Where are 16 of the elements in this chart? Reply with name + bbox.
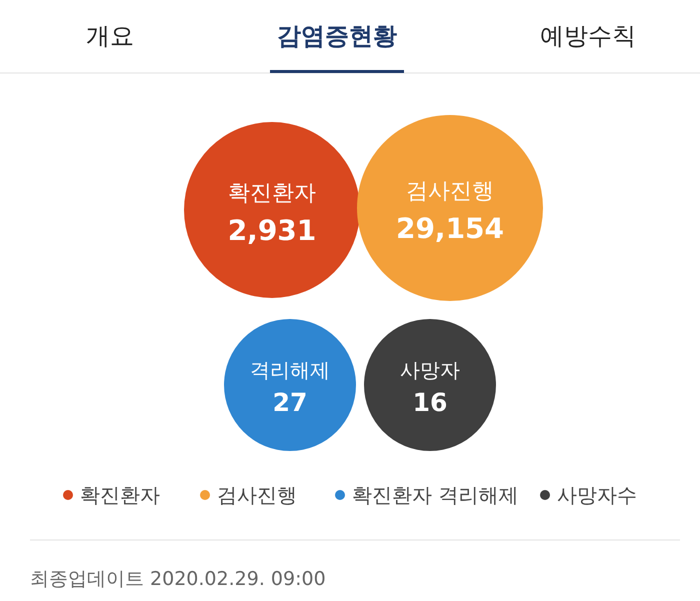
legend-label: 확진환자 [80, 483, 160, 507]
legend-label: 사망자수 [557, 483, 637, 507]
category-label: 격리해제 [250, 358, 330, 382]
legend-label: 검사진행 [217, 483, 297, 507]
text: 감염증현황 [277, 22, 397, 50]
data-label: 27 [272, 388, 308, 417]
data-label: 29,154 [396, 212, 504, 245]
category-label: 사망자 [400, 358, 460, 382]
data-label: 16 [412, 388, 448, 417]
category-label: 검사진행 [406, 179, 494, 204]
legend-label: 확진환자 격리해제 [352, 483, 518, 507]
text: 최종업데이트 2020.02.29. 09:00 [30, 568, 326, 590]
data-label: 2,931 [228, 214, 316, 247]
category-label: 확진환자 [228, 181, 316, 206]
text: 개요 [86, 22, 134, 50]
text: 예방수칙 [540, 22, 636, 50]
